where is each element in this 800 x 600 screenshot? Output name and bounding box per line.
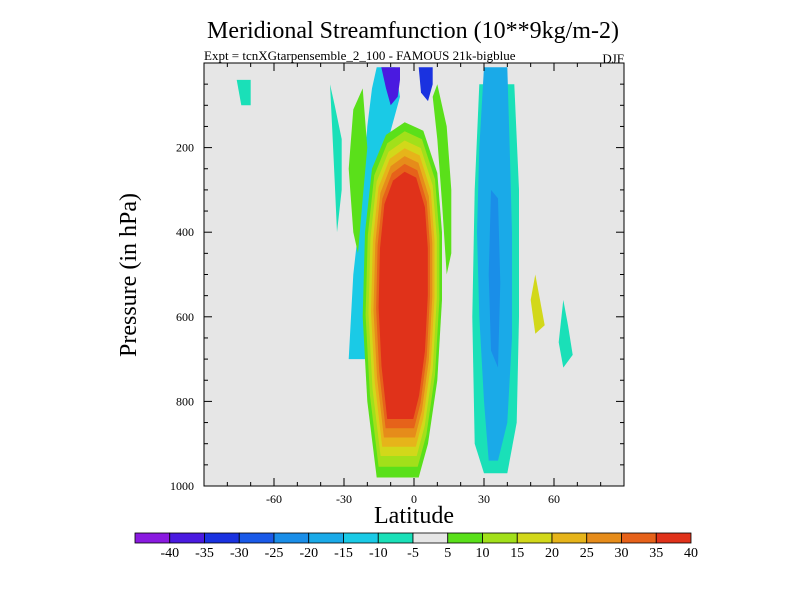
contour-tropical-green-south <box>348 88 368 254</box>
y-tick-label: 400 <box>176 225 194 239</box>
y-axis-label: Pressure (in hPa) <box>116 193 142 357</box>
colorbar: -40 -35 -30 -25 -20 -15 -10 -5 5 10 15 20 25 30 35 40 <box>134 532 698 561</box>
contour-far-south-blob <box>236 79 251 106</box>
y-tick-label: 1000 <box>170 479 194 493</box>
colorbar-label: -5 <box>407 546 419 561</box>
x-tick-label: -60 <box>266 492 282 506</box>
colorbar-swatch <box>482 532 518 544</box>
colorbar-label: -10 <box>369 546 388 561</box>
colorbar-label: 40 <box>684 546 698 561</box>
y-tick-label: 800 <box>176 394 194 408</box>
colorbar-label: 20 <box>545 546 559 561</box>
y-tick-label: 200 <box>176 141 194 155</box>
colorbar-label: -20 <box>299 546 318 561</box>
plot-area: -60 -30 0 30 60 200 400 600 800 1000 <box>170 62 625 506</box>
x-tick-label: 30 <box>478 492 490 506</box>
chart-subtitle-right: DJF <box>602 51 624 66</box>
colorbar-swatch <box>343 532 379 544</box>
colorbar-swatch <box>447 532 483 544</box>
x-tick-label: 0 <box>411 492 417 506</box>
colorbar-label: -15 <box>334 546 353 561</box>
colorbar-label: 30 <box>615 546 629 561</box>
colorbar-label: 15 <box>510 546 524 561</box>
contour-layer <box>236 67 573 478</box>
colorbar-label: -40 <box>160 546 179 561</box>
x-axis: -60 -30 0 30 60 <box>226 63 602 506</box>
colorbar-label: 25 <box>580 546 594 561</box>
x-axis-label: Latitude <box>374 503 454 529</box>
colorbar-label: -25 <box>265 546 284 561</box>
colorbar-swatch <box>377 532 414 544</box>
y-axis: 200 400 600 800 1000 <box>170 83 624 493</box>
colorbar-swatch <box>238 532 275 544</box>
contour-north-cell-inner <box>488 189 501 368</box>
colorbar-swatch <box>412 532 449 544</box>
contour-tropical-green-north <box>432 84 452 275</box>
colorbar-swatch <box>586 532 622 544</box>
contour-polar-south-band <box>330 84 342 233</box>
colorbar-label: -35 <box>195 546 214 561</box>
colorbar-swatch <box>273 532 310 544</box>
x-tick-label: -30 <box>336 492 352 506</box>
chart-subtitle-left: Expt = tcnXGtarpensemble_2_100 - FAMOUS … <box>204 48 516 63</box>
colorbar-swatch <box>551 532 588 544</box>
chart-title: Meridional Streamfunction (10**9kg/m-2) <box>207 18 619 44</box>
contour-hadley-cell-core-layer-6 <box>378 171 428 419</box>
colorbar-swatch <box>169 532 205 544</box>
x-tick-label: 60 <box>548 492 560 506</box>
colorbar-swatch <box>516 532 553 544</box>
colorbar-swatch <box>308 532 344 544</box>
colorbar-swatch <box>134 532 171 544</box>
colorbar-swatch <box>204 532 240 544</box>
colorbar-swatch <box>621 532 657 544</box>
colorbar-swatch <box>655 532 692 544</box>
y-tick-label: 600 <box>176 310 194 324</box>
contour-strong-neg-core <box>381 67 400 106</box>
colorbar-label: 35 <box>649 546 663 561</box>
colorbar-label: 5 <box>444 546 451 561</box>
colorbar-label: 10 <box>476 546 490 561</box>
colorbar-label: -30 <box>230 546 249 561</box>
contour-far-north-blob <box>558 299 573 368</box>
contour-north-hatch-blob <box>530 274 545 334</box>
contour-neg-core-right <box>418 67 433 102</box>
